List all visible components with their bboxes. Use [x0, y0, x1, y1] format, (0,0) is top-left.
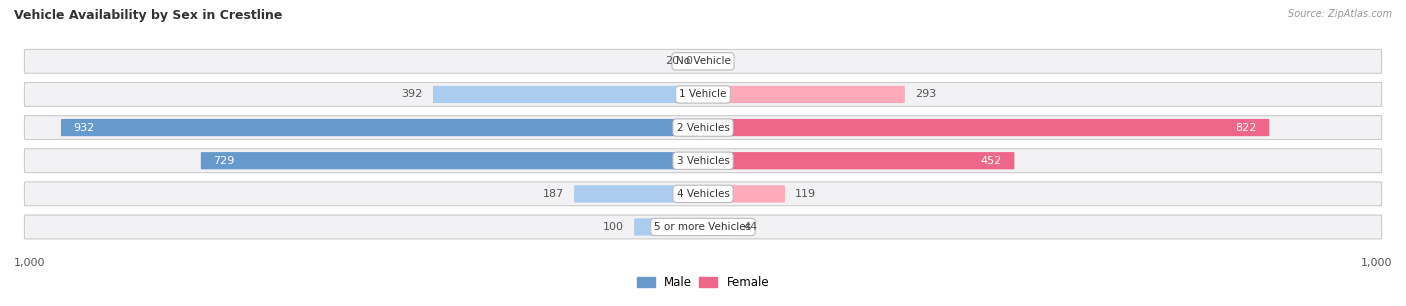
FancyBboxPatch shape — [24, 116, 1382, 140]
Text: 0: 0 — [686, 56, 693, 66]
Legend: Male, Female: Male, Female — [633, 271, 773, 294]
FancyBboxPatch shape — [24, 182, 1382, 206]
Text: 822: 822 — [1236, 123, 1257, 132]
Text: No Vehicle: No Vehicle — [675, 56, 731, 66]
Text: 100: 100 — [603, 222, 624, 232]
FancyBboxPatch shape — [24, 83, 1382, 106]
FancyBboxPatch shape — [703, 119, 1270, 136]
FancyBboxPatch shape — [689, 53, 703, 70]
FancyBboxPatch shape — [433, 86, 703, 103]
Text: Vehicle Availability by Sex in Crestline: Vehicle Availability by Sex in Crestline — [14, 9, 283, 22]
Text: 1 Vehicle: 1 Vehicle — [679, 89, 727, 99]
Text: 452: 452 — [981, 156, 1002, 166]
Text: 1,000: 1,000 — [14, 259, 45, 268]
FancyBboxPatch shape — [703, 86, 905, 103]
FancyBboxPatch shape — [574, 185, 703, 203]
Text: 44: 44 — [744, 222, 758, 232]
FancyBboxPatch shape — [24, 49, 1382, 73]
Text: 729: 729 — [214, 156, 235, 166]
Text: 5 or more Vehicles: 5 or more Vehicles — [654, 222, 752, 232]
Text: 2 Vehicles: 2 Vehicles — [676, 123, 730, 132]
FancyBboxPatch shape — [60, 119, 703, 136]
Text: 187: 187 — [543, 189, 564, 199]
Text: 3 Vehicles: 3 Vehicles — [676, 156, 730, 166]
FancyBboxPatch shape — [703, 152, 1014, 169]
Text: 1,000: 1,000 — [1361, 259, 1392, 268]
Text: Source: ZipAtlas.com: Source: ZipAtlas.com — [1288, 9, 1392, 19]
Text: 932: 932 — [73, 123, 94, 132]
Text: 392: 392 — [401, 89, 423, 99]
Text: 4 Vehicles: 4 Vehicles — [676, 189, 730, 199]
FancyBboxPatch shape — [703, 185, 785, 203]
Text: 20: 20 — [665, 56, 679, 66]
FancyBboxPatch shape — [634, 218, 703, 236]
FancyBboxPatch shape — [201, 152, 703, 169]
Text: 119: 119 — [796, 189, 817, 199]
Text: 293: 293 — [915, 89, 936, 99]
FancyBboxPatch shape — [24, 215, 1382, 239]
FancyBboxPatch shape — [703, 218, 734, 236]
FancyBboxPatch shape — [24, 149, 1382, 173]
